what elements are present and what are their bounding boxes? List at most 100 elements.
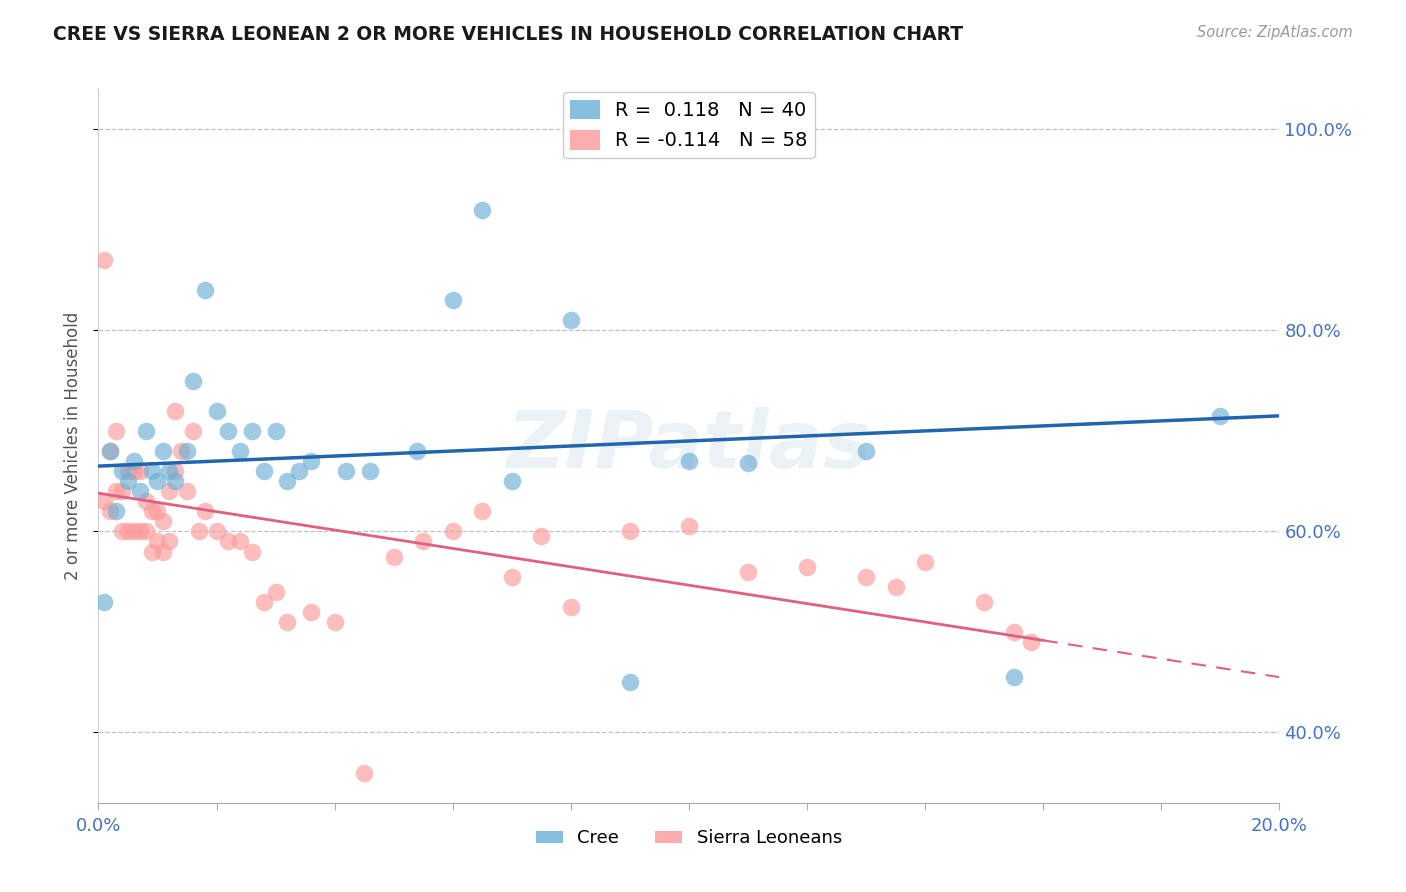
Point [170,444,193,458]
Point [98,444,121,458]
Point [253,464,276,478]
Point [501,474,523,488]
Point [135,424,157,438]
Point [135,494,157,508]
Point [264,584,287,599]
Point [146,534,169,549]
Point [619,524,641,539]
Point [152,515,174,529]
Point [678,519,700,533]
Point [737,565,759,579]
Point [152,444,174,458]
Point [165,464,187,478]
Point [98,504,121,518]
Point [217,534,239,549]
Point [176,444,198,458]
Point [619,675,641,690]
Point [105,504,128,518]
Point [165,474,187,488]
Point [217,424,239,438]
Point [501,569,523,583]
Point [359,464,381,478]
Point [187,524,209,539]
Point [471,202,494,217]
Point [678,454,700,468]
Point [1002,670,1025,684]
Point [122,454,145,468]
Point [141,544,163,558]
Point [93,595,115,609]
Point [412,534,434,549]
Point [855,569,877,583]
Point [122,524,145,539]
Point [122,464,145,478]
Point [93,253,115,268]
Point [323,615,346,629]
Point [176,484,198,499]
Point [471,504,494,518]
Point [796,559,818,574]
Point [98,444,121,458]
Point [117,464,139,478]
Point [194,504,217,518]
Point [105,484,128,499]
Point [288,464,311,478]
Point [229,534,252,549]
Point [560,599,582,614]
Point [157,464,180,478]
Point [276,474,298,488]
Point [128,484,150,499]
Point [157,484,180,499]
Point [884,580,907,594]
Legend: Cree, Sierra Leoneans: Cree, Sierra Leoneans [529,822,849,855]
Point [128,464,150,478]
Point [406,444,429,458]
Point [229,444,252,458]
Y-axis label: 2 or more Vehicles in Household: 2 or more Vehicles in Household [65,312,83,580]
Text: Source: ZipAtlas.com: Source: ZipAtlas.com [1197,25,1353,40]
Point [117,524,139,539]
Point [973,595,995,609]
Point [181,374,204,388]
Point [117,474,139,488]
Point [914,555,936,569]
Point [299,454,322,468]
Point [240,544,263,558]
Point [93,494,115,508]
Point [141,464,163,478]
Point [146,474,169,488]
Point [128,524,150,539]
Point [264,424,287,438]
Point [105,424,128,438]
Point [335,464,357,478]
Text: ZIPatlas: ZIPatlas [506,407,872,485]
Point [276,615,298,629]
Point [253,595,276,609]
Point [146,504,169,518]
Point [135,524,157,539]
Point [441,524,464,539]
Point [560,313,582,327]
Point [1002,624,1025,639]
Point [530,529,553,543]
Point [205,524,228,539]
Point [111,524,134,539]
Point [205,404,228,418]
Point [157,534,180,549]
Point [181,424,204,438]
Point [111,484,134,499]
Point [299,605,322,619]
Point [1209,409,1232,423]
Point [152,544,174,558]
Point [240,424,263,438]
Point [353,765,375,780]
Point [855,444,877,458]
Point [111,464,134,478]
Point [194,283,217,297]
Point [737,456,759,470]
Point [382,549,405,564]
Point [1021,635,1043,649]
Text: CREE VS SIERRA LEONEAN 2 OR MORE VEHICLES IN HOUSEHOLD CORRELATION CHART: CREE VS SIERRA LEONEAN 2 OR MORE VEHICLE… [53,25,963,44]
Point [441,293,464,308]
Point [141,504,163,518]
